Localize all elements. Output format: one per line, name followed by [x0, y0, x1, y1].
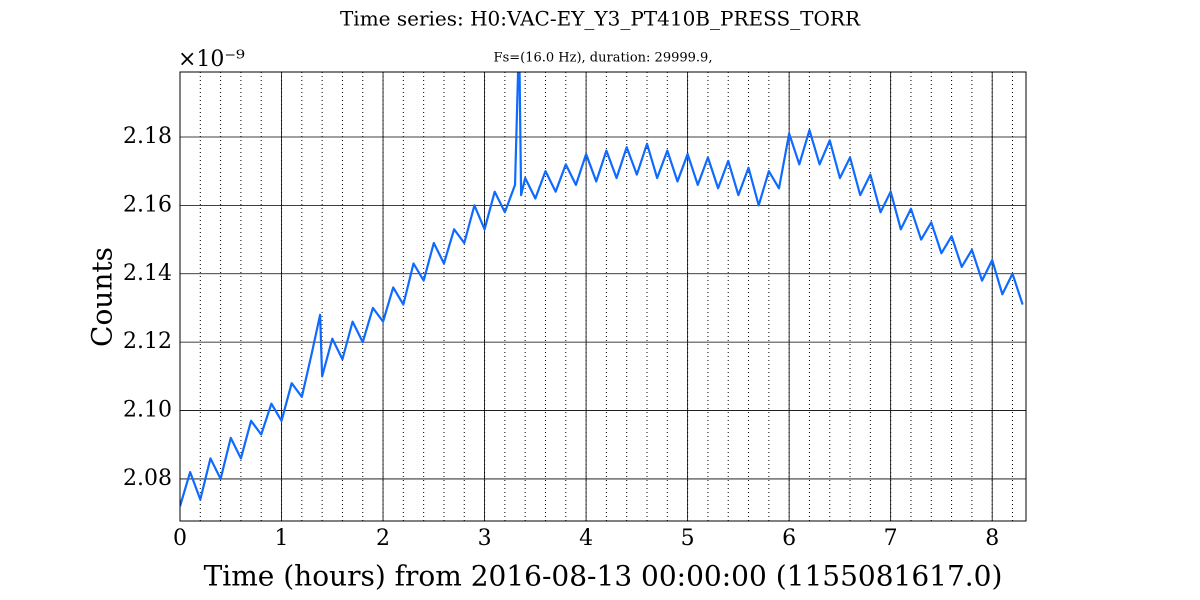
x-tick-label: 8	[985, 526, 999, 551]
y-axis-label: Counts	[86, 247, 119, 347]
x-tick-label: 0	[173, 526, 187, 551]
y-tick-label: 2.12	[123, 329, 172, 354]
x-tick-label: 7	[884, 526, 898, 551]
chart-subtitle: Fs=(16.0 Hz), duration: 29999.9,	[494, 51, 713, 66]
x-axis-label: Time (hours) from 2016-08-13 00:00:00 (1…	[204, 560, 1003, 593]
y-multiplier: ×10⁻⁹	[178, 47, 245, 72]
x-tick-label: 4	[579, 526, 593, 551]
chart-title: Time series: H0:VAC-EY_Y3_PT410B_PRESS_T…	[340, 7, 861, 31]
y-tick-label: 2.16	[123, 192, 172, 217]
x-tick-label: 3	[478, 526, 492, 551]
x-tick-label: 2	[376, 526, 390, 551]
y-tick-label: 2.14	[123, 261, 172, 286]
y-tick-label: 2.10	[123, 398, 172, 423]
data-line	[180, 72, 1024, 507]
y-tick-label: 2.18	[123, 124, 172, 149]
x-tick-label: 1	[275, 526, 289, 551]
y-tick-label: 2.08	[123, 466, 172, 491]
x-tick-label: 6	[782, 526, 796, 551]
plot-frame	[179, 71, 1027, 522]
x-tick-label: 5	[681, 526, 695, 551]
